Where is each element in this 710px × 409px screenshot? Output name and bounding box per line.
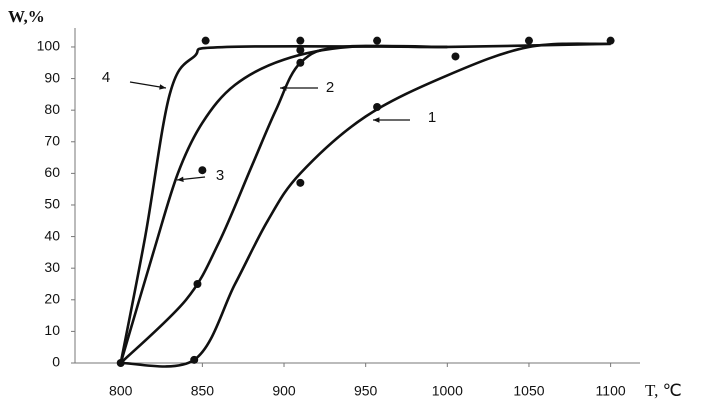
data-point	[190, 355, 199, 364]
y-tick-label: 0	[52, 354, 60, 370]
data-point	[296, 36, 305, 45]
x-tick-label: 1000	[432, 383, 463, 399]
y-tick-label: 30	[44, 259, 60, 275]
data-point	[451, 52, 460, 61]
y-tick-label: 40	[44, 227, 60, 243]
arrow-head	[159, 84, 166, 90]
data-point	[201, 36, 210, 45]
x-tick-label: 950	[354, 383, 378, 399]
x-tick-label: 900	[272, 383, 296, 399]
y-tick-label: 70	[44, 132, 60, 148]
series-line	[120, 42, 611, 368]
x-tick-label: 1100	[596, 383, 626, 399]
data-point	[606, 36, 615, 45]
arrow-head	[177, 176, 184, 183]
series-label: 1	[428, 109, 436, 126]
data-point	[296, 46, 305, 55]
data-point	[193, 279, 202, 288]
x-tick-label: 800	[109, 383, 133, 399]
series-label: 3	[216, 167, 224, 184]
series-label: 4	[102, 69, 110, 86]
data-point	[524, 36, 533, 45]
y-tick-label: 60	[44, 164, 60, 180]
x-axis-label: T, ℃	[645, 381, 682, 400]
x-tick-label: 1050	[513, 383, 544, 399]
data-point	[373, 36, 382, 45]
series-label: 2	[326, 79, 334, 96]
data-point	[296, 178, 305, 187]
y-tick-label: 10	[44, 322, 60, 338]
series-line	[119, 42, 611, 364]
data-point	[116, 359, 125, 367]
x-tick-label: 850	[191, 383, 215, 399]
data-point	[198, 166, 207, 175]
data-point	[296, 58, 305, 67]
y-tick-label: 100	[37, 38, 61, 54]
arrow-head	[373, 117, 380, 123]
y-tick-label: 20	[44, 290, 60, 306]
y-axis-label: W,%	[8, 7, 45, 26]
y-tick-label: 50	[44, 196, 60, 212]
data-point	[373, 103, 382, 112]
arrow-head	[280, 85, 287, 91]
series-line	[119, 44, 448, 364]
y-tick-label: 90	[44, 69, 60, 85]
y-tick-label: 80	[44, 101, 60, 117]
